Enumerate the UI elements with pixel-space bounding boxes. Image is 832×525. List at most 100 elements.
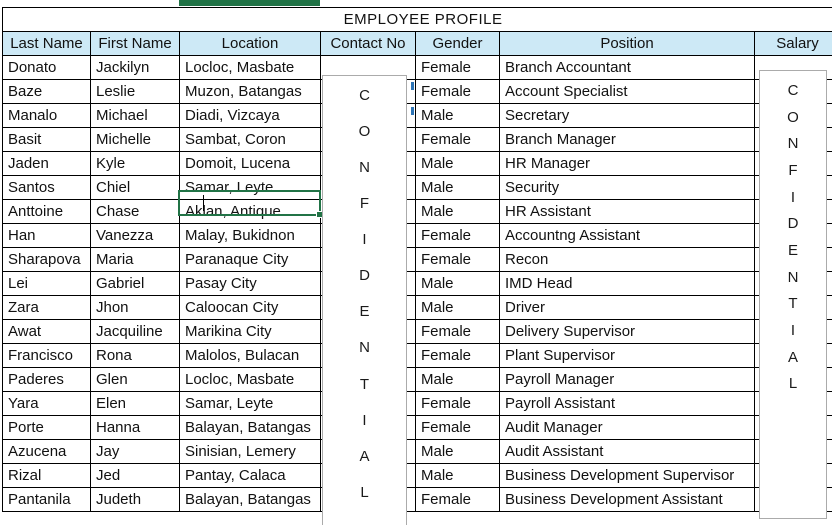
cell-position[interactable]: Driver (499, 295, 755, 320)
cell-location[interactable]: Locloc, Masbate (179, 367, 321, 392)
column-header-last-name[interactable]: Last Name (2, 31, 91, 56)
cell-first-name[interactable]: Leslie (90, 79, 180, 104)
cell-location[interactable]: Diadi, Vizcaya (179, 103, 321, 128)
column-header-location[interactable]: Location (179, 31, 321, 56)
cell-gender[interactable]: Female (415, 487, 500, 512)
column-header-position[interactable]: Position (499, 31, 755, 56)
cell-last-name[interactable]: Francisco (2, 343, 91, 368)
cell-last-name[interactable]: Jaden (2, 151, 91, 176)
cell-location[interactable]: Marikina City (179, 319, 321, 344)
cell-gender[interactable]: Male (415, 151, 500, 176)
cell-last-name[interactable]: Zara (2, 295, 91, 320)
cell-gender[interactable]: Male (415, 295, 500, 320)
cell-first-name[interactable]: Elen (90, 391, 180, 416)
cell-gender[interactable]: Female (415, 223, 500, 248)
cell-position[interactable]: Account Specialist (499, 79, 755, 104)
cell-first-name[interactable]: Chiel (90, 175, 180, 200)
cell-location[interactable]: Pasay City (179, 271, 321, 296)
cell-first-name[interactable]: Chase (90, 199, 180, 224)
cell-last-name[interactable]: Santos (2, 175, 91, 200)
cell-last-name[interactable]: Anttoine (2, 199, 91, 224)
page-title[interactable]: EMPLOYEE PROFILE (1, 7, 832, 32)
cell-last-name[interactable]: Paderes (2, 367, 91, 392)
column-header-first-name[interactable]: First Name (90, 31, 180, 56)
cell-first-name[interactable]: Kyle (90, 151, 180, 176)
cell-position[interactable]: Business Development Assistant (499, 487, 755, 512)
contact-confidential-overlay-box[interactable]: C O N F I D E N T I A L (322, 75, 407, 525)
cell-position[interactable]: HR Manager (499, 151, 755, 176)
cell-position[interactable]: Business Development Supervisor (499, 463, 755, 488)
cell-gender[interactable]: Male (415, 103, 500, 128)
column-header-salary[interactable]: Salary (753, 31, 832, 56)
cell-position[interactable]: Security (499, 175, 755, 200)
cell-last-name[interactable]: Azucena (2, 439, 91, 464)
cell-position[interactable]: Branch Accountant (499, 55, 755, 80)
cell-first-name[interactable]: Hanna (90, 415, 180, 440)
cell-position[interactable]: Branch Manager (499, 127, 755, 152)
cell-location[interactable]: Locloc, Masbate (179, 55, 321, 80)
cell-last-name[interactable]: Pantanila (2, 487, 91, 512)
cell-location[interactable]: Balayan, Batangas (179, 487, 321, 512)
cell-gender[interactable]: Male (415, 367, 500, 392)
cell-position[interactable]: HR Assistant (499, 199, 755, 224)
cell-last-name[interactable]: Yara (2, 391, 91, 416)
cell-last-name[interactable]: Rizal (2, 463, 91, 488)
cell-first-name[interactable]: Rona (90, 343, 180, 368)
cell-position[interactable]: Recon (499, 247, 755, 272)
cell-position[interactable]: Delivery Supervisor (499, 319, 755, 344)
cell-gender[interactable]: Male (415, 439, 500, 464)
cell-gender[interactable]: Female (415, 415, 500, 440)
cell-first-name[interactable]: Glen (90, 367, 180, 392)
cell-last-name[interactable]: Sharapova (2, 247, 91, 272)
cell-first-name[interactable]: Vanezza (90, 223, 180, 248)
cell-gender[interactable]: Female (415, 55, 500, 80)
cell-gender[interactable]: Female (415, 127, 500, 152)
cell-location[interactable]: Pantay, Calaca (179, 463, 321, 488)
cell-location[interactable]: Samar, Leyte (179, 391, 321, 416)
cell-last-name[interactable]: Porte (2, 415, 91, 440)
cell-position[interactable]: Payroll Assistant (499, 391, 755, 416)
cell-gender[interactable]: Male (415, 463, 500, 488)
cell-last-name[interactable]: Basit (2, 127, 91, 152)
cell-last-name[interactable]: Manalo (2, 103, 91, 128)
cell-gender[interactable]: Male (415, 199, 500, 224)
cell-location[interactable]: Caloocan City (179, 295, 321, 320)
cell-location[interactable]: Aklan, Antique (179, 199, 321, 224)
cell-first-name[interactable]: Jackilyn (90, 55, 180, 80)
cell-location[interactable]: Malolos, Bulacan (179, 343, 321, 368)
cell-gender[interactable]: Female (415, 247, 500, 272)
cell-last-name[interactable]: Han (2, 223, 91, 248)
cell-position[interactable]: Accountng Assistant (499, 223, 755, 248)
cell-gender[interactable]: Male (415, 175, 500, 200)
cell-location[interactable]: Domoit, Lucena (179, 151, 321, 176)
cell-last-name[interactable]: Lei (2, 271, 91, 296)
cell-location[interactable]: Sinisian, Lemery (179, 439, 321, 464)
cell-position[interactable]: IMD Head (499, 271, 755, 296)
cell-first-name[interactable]: Michelle (90, 127, 180, 152)
cell-position[interactable]: Secretary (499, 103, 755, 128)
cell-last-name[interactable]: Donato (2, 55, 91, 80)
cell-last-name[interactable]: Baze (2, 79, 91, 104)
cell-first-name[interactable]: Gabriel (90, 271, 180, 296)
cell-first-name[interactable]: Jacquiline (90, 319, 180, 344)
cell-gender[interactable]: Female (415, 391, 500, 416)
cell-first-name[interactable]: Jed (90, 463, 180, 488)
column-header-contact-no[interactable]: Contact No (320, 31, 416, 56)
cell-location[interactable]: Muzon, Batangas (179, 79, 321, 104)
cell-first-name[interactable]: Jhon (90, 295, 180, 320)
cell-gender[interactable]: Female (415, 79, 500, 104)
cell-location[interactable]: Paranaque City (179, 247, 321, 272)
cell-location[interactable]: Balayan, Batangas (179, 415, 321, 440)
cell-first-name[interactable]: Jay (90, 439, 180, 464)
cell-first-name[interactable]: Judeth (90, 487, 180, 512)
cell-first-name[interactable]: Maria (90, 247, 180, 272)
cell-position[interactable]: Audit Manager (499, 415, 755, 440)
cell-gender[interactable]: Female (415, 319, 500, 344)
cell-location[interactable]: Malay, Bukidnon (179, 223, 321, 248)
cell-first-name[interactable]: Michael (90, 103, 180, 128)
cell-position[interactable]: Audit Assistant (499, 439, 755, 464)
cell-position[interactable]: Payroll Manager (499, 367, 755, 392)
cell-last-name[interactable]: Awat (2, 319, 91, 344)
column-header-gender[interactable]: Gender (415, 31, 500, 56)
